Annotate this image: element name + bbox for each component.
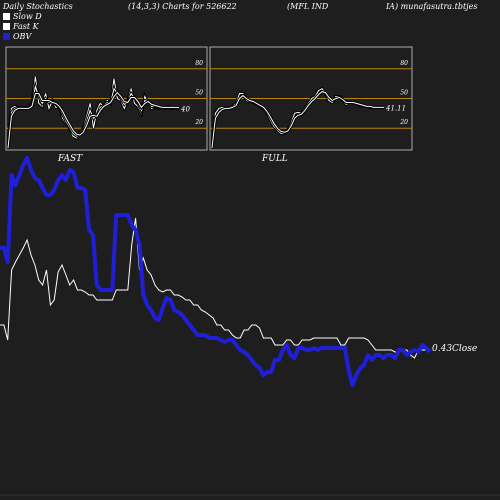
fast-ytick-label: 50 [195, 90, 203, 97]
chart-params: (14,3,3) Charts for 526622 [128, 2, 237, 11]
full-series-outline [210, 89, 384, 149]
full-ytick-label: 20 [399, 119, 408, 126]
chart-symbol: (MFL IND [287, 2, 329, 11]
fast-series-line [7, 76, 180, 149]
chart-site: IA) munafasutra.tbtjes [386, 2, 478, 11]
full-series-line [211, 87, 384, 149]
chart-title: Daily Stochastics [3, 2, 73, 11]
legend-swatch [3, 13, 10, 20]
legend-obv: OBV [3, 32, 31, 41]
fast-series-line [7, 91, 179, 149]
full-value-label: 41.11 [385, 104, 406, 112]
fast-ytick-label: 20 [194, 119, 203, 126]
full-panel-title: FULL [261, 154, 288, 164]
fast-panel-title: FAST [57, 154, 83, 164]
full-ytick-label: 80 [400, 60, 408, 67]
legend-slow-d: Slow D [3, 12, 42, 21]
full-ytick-label: 50 [400, 90, 408, 97]
legend-swatch [3, 23, 10, 30]
close-value-label: 0.43Close [432, 344, 477, 354]
close-price-line [0, 217, 430, 359]
legend-swatch [3, 33, 10, 40]
legend-label: Slow D [13, 12, 42, 21]
legend-fast-k: Fast K [3, 22, 39, 31]
fast-value-label: 40 [180, 105, 190, 113]
fast-ytick-label: 80 [195, 60, 203, 67]
legend-label: Fast K [13, 22, 39, 31]
legend-label: OBV [13, 32, 32, 41]
full-series-line [211, 91, 384, 149]
obv-line [0, 156, 432, 387]
